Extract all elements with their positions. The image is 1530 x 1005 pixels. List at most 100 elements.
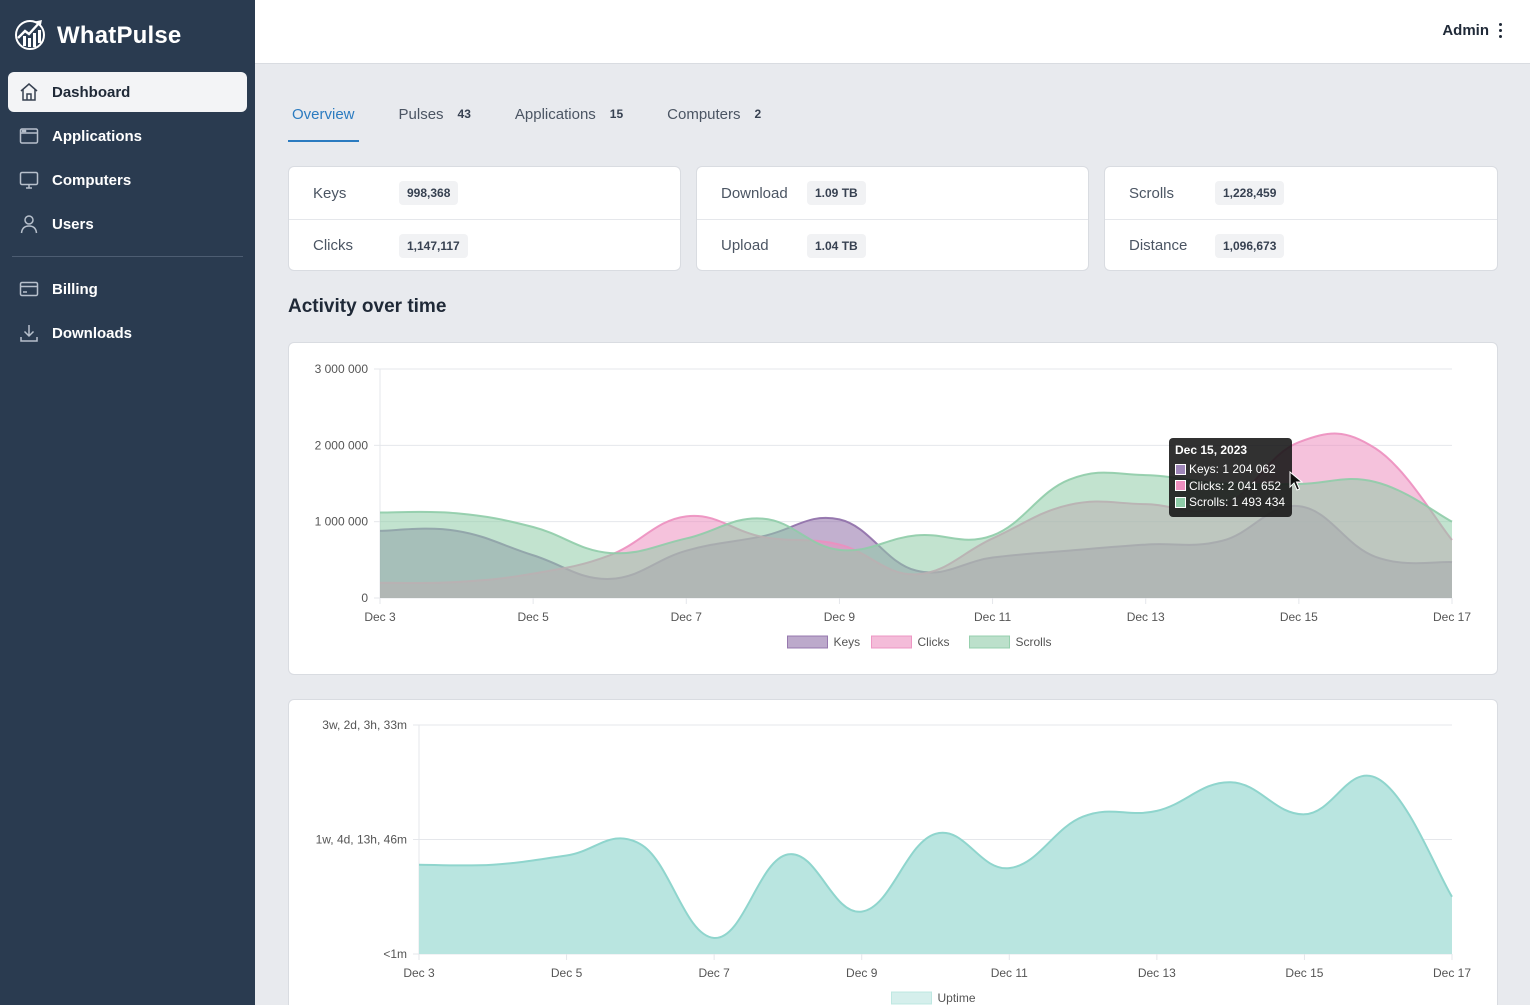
x-tick-label: Dec 7 bbox=[671, 610, 703, 624]
tab-label: Overview bbox=[292, 106, 355, 123]
home-icon bbox=[18, 81, 40, 103]
tooltip-row-clicks: Clicks: 2 041 652 bbox=[1175, 478, 1286, 495]
tab-overview[interactable]: Overview bbox=[288, 96, 359, 142]
stats-card-network: Download 1.09 TB Upload 1.04 TB bbox=[696, 166, 1089, 271]
legend-swatch-scrolls bbox=[969, 635, 1010, 649]
x-tick-label: Dec 13 bbox=[1138, 966, 1176, 980]
legend-label-clicks: Clicks bbox=[918, 635, 950, 649]
monitor-icon bbox=[18, 169, 40, 191]
legend-label-uptime: Uptime bbox=[938, 991, 976, 1005]
user-name: Admin bbox=[1442, 22, 1489, 39]
sidebar-item-users[interactable]: Users bbox=[8, 204, 247, 244]
tooltip-swatch-keys bbox=[1175, 463, 1186, 475]
brand-name: WhatPulse bbox=[57, 22, 182, 49]
tooltip-swatch-scrolls bbox=[1175, 496, 1186, 508]
sidebar-item-label: Applications bbox=[52, 127, 143, 145]
stat-value-badge: 1,228,459 bbox=[1215, 181, 1285, 205]
sidebar-item-applications[interactable]: Applications bbox=[8, 116, 247, 156]
tab-label: Pulses bbox=[398, 106, 444, 123]
x-tick-label: Dec 17 bbox=[1433, 610, 1471, 624]
stats-card-mouse: Scrolls 1,228,459 Distance 1,096,673 bbox=[1104, 166, 1498, 271]
tooltip-swatch-clicks bbox=[1175, 480, 1186, 492]
stat-label: Clicks bbox=[313, 237, 353, 254]
stat-value-badge: 1.09 TB bbox=[807, 181, 866, 205]
stat-value-badge: 1.04 TB bbox=[807, 233, 866, 258]
y-tick-label: 1w, 4d, 13h, 46m bbox=[316, 833, 407, 847]
tab-label: Applications bbox=[514, 106, 596, 123]
x-tick-label: Dec 3 bbox=[364, 610, 396, 624]
stat-row-keys: Keys 998,368 bbox=[289, 167, 680, 219]
y-tick-label: 3 000 000 bbox=[315, 362, 369, 376]
sidebar-item-dashboard[interactable]: Dashboard bbox=[8, 72, 247, 112]
y-tick-label: 0 bbox=[361, 591, 368, 605]
stat-label: Upload bbox=[721, 237, 769, 254]
legend-swatch-uptime bbox=[891, 991, 932, 1005]
tab-applications[interactable]: Applications 15 bbox=[511, 96, 627, 142]
sidebar-divider bbox=[12, 256, 243, 257]
user-menu-button[interactable]: Admin bbox=[1442, 22, 1502, 39]
stat-label: Distance bbox=[1129, 237, 1188, 254]
sidebar-item-downloads[interactable]: Downloads bbox=[8, 313, 247, 353]
activity-chart-card: 0 1 000 000 2 000 000 3 000 000 Dec 3 Dec 5 De… bbox=[288, 342, 1498, 675]
mouse-cursor-icon bbox=[1289, 471, 1303, 491]
tab-pulses[interactable]: Pulses 43 bbox=[395, 96, 475, 142]
y-tick-label: 1 000 000 bbox=[315, 515, 369, 529]
x-tick-label: Dec 13 bbox=[1127, 610, 1165, 624]
sidebar-nav: Dashboard Applications Computers Users bbox=[8, 72, 247, 357]
tooltip-row-keys: Keys: 1 204 062 bbox=[1175, 461, 1286, 478]
x-tick-label: Dec 11 bbox=[974, 610, 1011, 624]
window-icon bbox=[18, 125, 40, 147]
stat-value-badge: 1,096,673 bbox=[1215, 233, 1285, 258]
tab-computers[interactable]: Computers 2 bbox=[663, 96, 765, 142]
x-tick-label: Dec 7 bbox=[698, 966, 730, 980]
y-tick-label: 2 000 000 bbox=[315, 438, 369, 452]
x-tick-label: Dec 9 bbox=[824, 610, 856, 624]
stat-row-download: Download 1.09 TB bbox=[697, 167, 1088, 219]
top-bar: Admin bbox=[255, 0, 1530, 64]
stat-label: Scrolls bbox=[1129, 184, 1175, 202]
tab-count: 15 bbox=[609, 107, 624, 121]
tooltip-row-text: Scrolls: 1 493 434 bbox=[1189, 495, 1286, 510]
download-icon bbox=[18, 322, 40, 344]
series-line-uptime bbox=[418, 774, 1453, 939]
sidebar-item-label: Computers bbox=[52, 171, 132, 189]
y-tick-label: <1m bbox=[383, 947, 407, 961]
stat-row-scrolls: Scrolls 1,228,459 bbox=[1105, 167, 1497, 219]
sidebar: WhatPulse Dashboard Applications Compute… bbox=[0, 0, 255, 1005]
chart-tooltip: Dec 15, 2023 Keys: 1 204 062 Clicks: 2 0… bbox=[1169, 438, 1292, 517]
x-tick-label: Dec 11 bbox=[991, 966, 1028, 980]
sidebar-item-label: Dashboard bbox=[52, 83, 131, 101]
x-tick-label: Dec 15 bbox=[1280, 610, 1318, 624]
uptime-chart-card: <1m 1w, 4d, 13h, 46m 3w, 2d, 3h, 33m Dec 3 D… bbox=[288, 699, 1498, 1005]
tooltip-title: Dec 15, 2023 bbox=[1175, 443, 1248, 457]
x-tick-label: Dec 9 bbox=[846, 966, 878, 980]
tooltip-row-scrolls: Scrolls: 1 493 434 bbox=[1175, 494, 1286, 511]
stat-row-distance: Distance 1,096,673 bbox=[1105, 219, 1497, 271]
y-tick-label: 3w, 2d, 3h, 33m bbox=[322, 718, 407, 732]
legend-swatch-clicks bbox=[871, 635, 912, 649]
stat-label: Download bbox=[721, 184, 788, 202]
stat-value-badge: 1,147,117 bbox=[399, 233, 468, 258]
x-tick-label: Dec 5 bbox=[551, 966, 583, 980]
x-tick-label: Dec 3 bbox=[403, 966, 435, 980]
legend-label-keys: Keys bbox=[834, 635, 861, 649]
x-tick-label: Dec 17 bbox=[1433, 966, 1471, 980]
activity-chart[interactable]: 0 1 000 000 2 000 000 3 000 000 Dec 3 Dec 5 De… bbox=[289, 343, 1499, 676]
whatpulse-logo-icon bbox=[14, 18, 46, 55]
sidebar-item-billing[interactable]: Billing bbox=[8, 269, 247, 309]
legend-label-scrolls: Scrolls bbox=[1016, 635, 1052, 649]
sidebar-item-computers[interactable]: Computers bbox=[8, 160, 247, 200]
legend-swatch-keys bbox=[787, 635, 828, 649]
tab-label: Computers bbox=[667, 106, 741, 123]
user-icon bbox=[18, 213, 40, 235]
sidebar-item-label: Billing bbox=[52, 280, 98, 298]
tab-bar: Overview Pulses 43 Applications 15 Compu… bbox=[288, 96, 801, 142]
stat-row-upload: Upload 1.04 TB bbox=[697, 219, 1088, 271]
stat-label: Keys bbox=[313, 184, 347, 202]
brand-logo[interactable]: WhatPulse bbox=[14, 18, 181, 54]
x-tick-label: Dec 5 bbox=[517, 610, 549, 624]
uptime-chart[interactable]: <1m 1w, 4d, 13h, 46m 3w, 2d, 3h, 33m Dec 3 D… bbox=[289, 700, 1499, 1005]
section-title: Activity over time bbox=[288, 296, 447, 317]
series-area-uptime bbox=[419, 775, 1452, 954]
tab-count: 43 bbox=[457, 107, 471, 121]
